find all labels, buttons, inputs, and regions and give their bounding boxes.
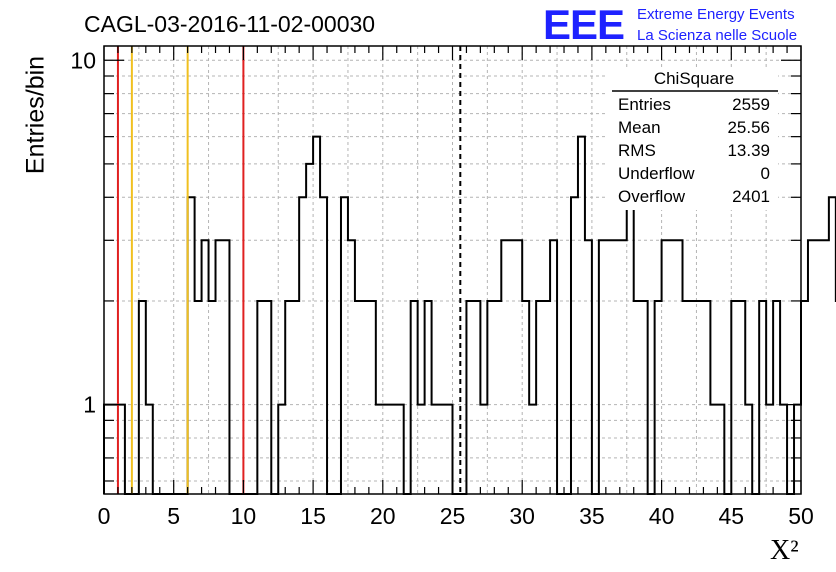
reference-lines (116, 46, 462, 494)
stats-mean-value: 25.56 (727, 118, 770, 137)
stats-entries-label: Entries (618, 95, 671, 114)
logo-subtitle-line1: Extreme Energy Events (637, 6, 795, 23)
stats-box-background (606, 70, 778, 210)
stats-box: ChiSquare Entries 2559 Mean 25.56 RMS 13… (606, 69, 778, 210)
x-tick-label: 30 (509, 503, 535, 529)
x-tick-label: 45 (719, 503, 745, 529)
stats-entries-value: 2559 (732, 95, 770, 114)
stats-mean-label: Mean (618, 118, 661, 137)
eee-logo-mark: EEE (543, 1, 625, 48)
stats-underflow-value: 0 (761, 164, 770, 183)
x-tick-label: 35 (579, 503, 605, 529)
x-tick-label: 25 (440, 503, 466, 529)
y-axis-label: Entries/bin (21, 55, 50, 175)
stats-overflow-value: 2401 (732, 187, 770, 206)
stats-overflow-label: Overflow (618, 187, 686, 206)
y-tick-label: 1 (83, 392, 96, 418)
x-tick-label: 20 (370, 503, 396, 529)
x-tick-label: 0 (98, 503, 111, 529)
x-tick-label: 15 (300, 503, 326, 529)
histogram-series (103, 135, 836, 495)
chart-title: CAGL-03-2016-11-02-00030 (84, 11, 376, 37)
x-axis-label: X² (770, 535, 799, 566)
x-tick-label: 5 (167, 503, 180, 529)
stats-underflow-label: Underflow (618, 164, 695, 183)
axes: 0 5 10 15 20 25 30 35 40 45 50 1 10 (70, 46, 814, 529)
logo-subtitle-line2: La Scienza nelle Scuole (637, 27, 798, 44)
stats-rms-label: RMS (618, 141, 656, 160)
histogram-line (103, 135, 836, 495)
stats-box-title: ChiSquare (654, 69, 734, 88)
y-tick-label: 10 (70, 47, 96, 73)
x-tick-label: 50 (788, 503, 814, 529)
stats-rms-value: 13.39 (727, 141, 770, 160)
x-tick-label: 40 (649, 503, 675, 529)
x-tick-label: 10 (231, 503, 257, 529)
